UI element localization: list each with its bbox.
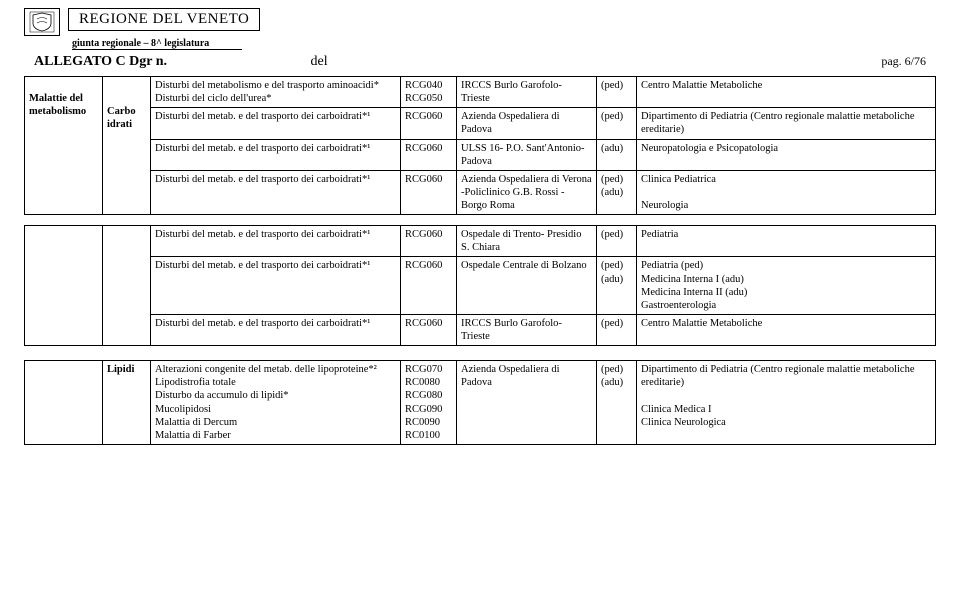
cell: Disturbi del metab. e del trasporto dei … xyxy=(151,170,401,214)
header-row: REGIONE DEL VENETO xyxy=(24,8,936,36)
table-row: Lipidi Alterazioni congenite del metab. … xyxy=(25,361,936,445)
cell: (ped) xyxy=(597,314,637,345)
allegato-row: ALLEGATO C Dgr n. del pag. 6/76 xyxy=(34,54,926,70)
cell: RCG060 xyxy=(401,170,457,214)
table-row: Malattie del metabolismo Carbo idrati Di… xyxy=(25,77,936,108)
cell: Centro Malattie Metaboliche xyxy=(637,314,936,345)
allegato-left: ALLEGATO C Dgr n. del xyxy=(34,54,328,70)
table-section-1: Malattie del metabolismo Carbo idrati Di… xyxy=(24,76,936,215)
cell: ULSS 16- P.O. Sant'Antonio- Padova xyxy=(457,139,597,170)
cell: (ped) xyxy=(597,108,637,139)
rowhead-carbo: Carbo idrati xyxy=(103,77,151,215)
cell: Centro Malattie Metaboliche xyxy=(637,77,936,108)
rowhead-malattie: Malattie del metabolismo xyxy=(25,77,103,215)
allegato-label: ALLEGATO C Dgr n. xyxy=(34,54,167,69)
cell: RCG060 xyxy=(401,314,457,345)
cell: IRCCS Burlo Garofolo- Trieste xyxy=(457,77,597,108)
cell: Disturbi del metabolismo e del trasporto… xyxy=(151,77,401,108)
cell: Azienda Ospedaliera di Padova xyxy=(457,108,597,139)
cell: Neuropatologia e Psicopatologia xyxy=(637,139,936,170)
table-row: Disturbi del metab. e del trasporto dei … xyxy=(25,139,936,170)
rowhead-lipidi: Lipidi xyxy=(103,361,151,445)
cell: RCG060 xyxy=(401,139,457,170)
empty-cell xyxy=(25,226,103,346)
cell: Disturbi del metab. e del trasporto dei … xyxy=(151,257,401,315)
cell: RCG040RCG050 xyxy=(401,77,457,108)
table-row: Disturbi del metab. e del trasporto dei … xyxy=(25,257,936,315)
table-row: Disturbi del metab. e del trasporto dei … xyxy=(25,108,936,139)
cell: Pediatria (ped)Medicina Interna I (adu)M… xyxy=(637,257,936,315)
cell: Azienda Ospedaliera di Padova xyxy=(457,361,597,445)
cell: (ped)(adu) xyxy=(597,257,637,315)
cell: (ped) xyxy=(597,226,637,257)
cell: (ped)(adu) xyxy=(597,361,637,445)
cell: RCG060 xyxy=(401,108,457,139)
page-number: pag. 6/76 xyxy=(881,54,926,69)
empty-cell xyxy=(103,226,151,346)
cell: Ospedale di Trento- Presidio S. Chiara xyxy=(457,226,597,257)
table-row: Disturbi del metab. e del trasporto dei … xyxy=(25,226,936,257)
cell: Dipartimento di Pediatria (Centro region… xyxy=(637,361,936,445)
cell: Clinica PediatricaNeurologia xyxy=(637,170,936,214)
giunta-line: giunta regionale – 8^ legislatura xyxy=(72,38,242,50)
cell: RCG060 xyxy=(401,257,457,315)
table-section-3: Lipidi Alterazioni congenite del metab. … xyxy=(24,360,936,445)
cell: Disturbi del metab. e del trasporto dei … xyxy=(151,139,401,170)
del-label: del xyxy=(311,54,328,69)
cell: RCG060 xyxy=(401,226,457,257)
cell: Azienda Ospedaliera di Verona -Policlini… xyxy=(457,170,597,214)
cell: Ospedale Centrale di Bolzano xyxy=(457,257,597,315)
table-row: Disturbi del metab. e del trasporto dei … xyxy=(25,314,936,345)
cell: Alterazioni congenite del metab. delle l… xyxy=(151,361,401,445)
cell: Disturbi del metab. e del trasporto dei … xyxy=(151,314,401,345)
cell: (adu) xyxy=(597,139,637,170)
table-row: Disturbi del metab. e del trasporto dei … xyxy=(25,170,936,214)
page: REGIONE DEL VENETO giunta regionale – 8^… xyxy=(0,0,960,453)
cell: (ped)(adu) xyxy=(597,170,637,214)
cell: Pediatria xyxy=(637,226,936,257)
cell: Disturbi del metab. e del trasporto dei … xyxy=(151,108,401,139)
table-section-2: Disturbi del metab. e del trasporto dei … xyxy=(24,225,936,346)
cell: IRCCS Burlo Garofolo- Trieste xyxy=(457,314,597,345)
cell: Dipartimento di Pediatria (Centro region… xyxy=(637,108,936,139)
crest-icon xyxy=(24,8,60,36)
region-name: REGIONE DEL VENETO xyxy=(68,8,260,31)
cell: Disturbi del metab. e del trasporto dei … xyxy=(151,226,401,257)
cell: RCG070RC0080RCG080RCG090RC0090RC0100 xyxy=(401,361,457,445)
cell: (ped) xyxy=(597,77,637,108)
empty-cell xyxy=(25,361,103,445)
